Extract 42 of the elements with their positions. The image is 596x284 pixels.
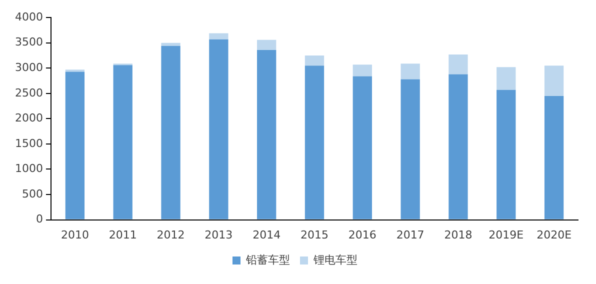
bar — [161, 42, 180, 46]
bar — [209, 33, 228, 40]
x-tick-label: 2017 — [396, 228, 424, 242]
bar — [209, 39, 228, 220]
y-tick-label: 1000 — [14, 162, 43, 176]
y-tick-label: 3000 — [14, 61, 43, 74]
x-tick-label: 2018 — [444, 228, 472, 242]
x-tick-label: 2016 — [348, 228, 376, 242]
bar — [352, 76, 372, 220]
x-tick-label: 2010 — [60, 228, 89, 242]
x-tick-label: 2011 — [108, 228, 137, 242]
bar — [496, 90, 516, 220]
bar — [65, 72, 85, 220]
legend-label: 锂电车型 — [312, 253, 358, 266]
y-tick-label: 2000 — [14, 112, 43, 125]
bar — [257, 50, 276, 220]
y-tick-label: 3500 — [14, 36, 43, 49]
bar — [496, 67, 516, 90]
bar — [304, 56, 324, 66]
y-tick-label: 0 — [36, 212, 43, 226]
bar — [304, 66, 324, 220]
bar — [448, 74, 468, 220]
x-tick-label: 2013 — [204, 228, 233, 242]
bar — [352, 64, 372, 76]
bar — [161, 46, 180, 220]
bar — [113, 65, 132, 220]
y-tick-label: 2500 — [14, 86, 43, 100]
bar — [257, 40, 276, 50]
x-tick-label: 2012 — [156, 228, 185, 242]
bar — [448, 54, 468, 74]
bar — [400, 79, 420, 220]
y-tick-label: 4000 — [14, 10, 43, 24]
x-tick-label: 2019E — [488, 228, 524, 242]
bar — [400, 64, 420, 80]
y-tick-label: 1500 — [14, 136, 43, 150]
legend-label: 铅蓄车型 — [245, 253, 290, 266]
x-tick-label: 2015 — [300, 228, 328, 242]
bar — [544, 66, 564, 96]
bar — [544, 96, 564, 220]
y-tick-label: 500 — [22, 187, 43, 200]
x-tick-label: 2020E — [536, 228, 572, 242]
x-tick-label: 2014 — [252, 228, 281, 242]
